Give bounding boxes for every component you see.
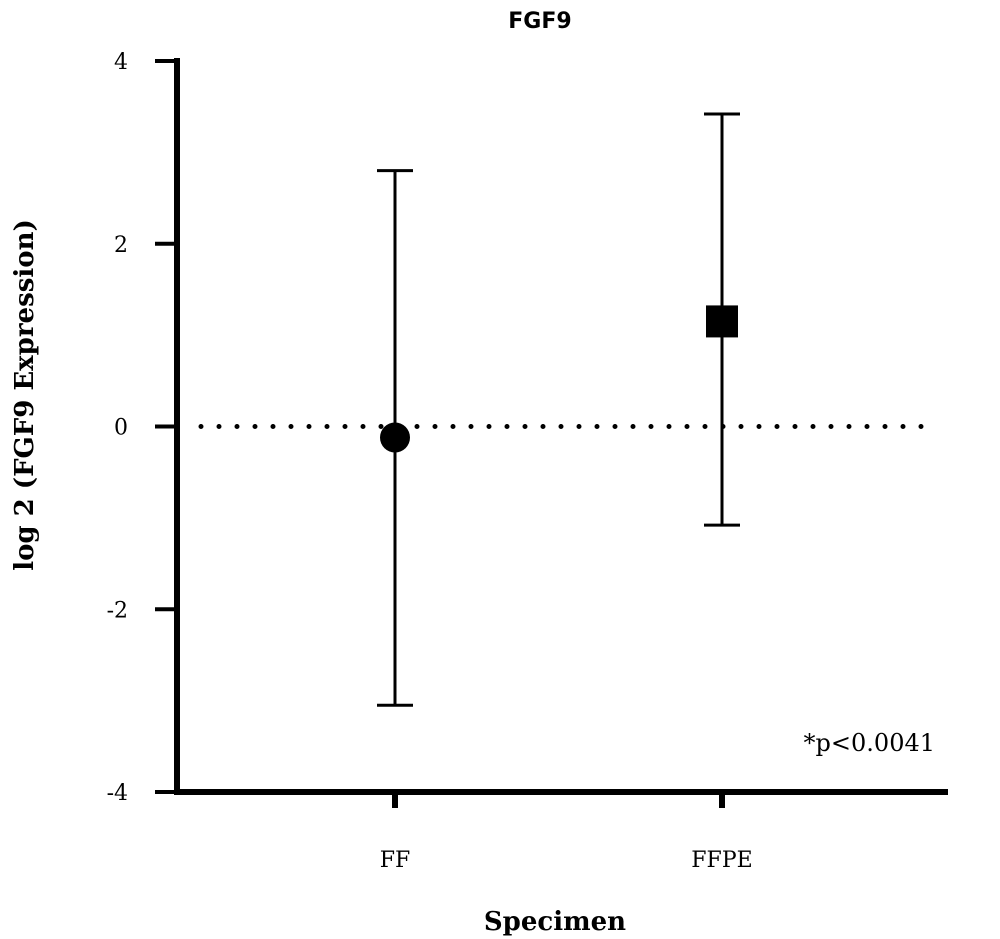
y-tick-label: 2 <box>114 233 128 258</box>
x-tick-label: FFPE <box>691 848 752 873</box>
y-tick-label: -4 <box>107 781 128 806</box>
y-ticks: 4 2 0 -2 -4 <box>107 50 177 806</box>
p-value-annotation: *p<0.0041 <box>804 729 935 757</box>
y-tick-label: -2 <box>107 598 128 623</box>
chart-title: FGF9 <box>508 9 571 34</box>
y-tick-label: 0 <box>114 416 128 441</box>
mean-point-FF <box>380 422 410 453</box>
mean-point-FFPE <box>706 305 738 338</box>
y-tick-label: 4 <box>114 50 128 75</box>
y-axis-label: log 2 (FGF9 Expression) <box>10 219 40 571</box>
x-axis-label: Specimen <box>484 907 626 937</box>
x-ticks: FF FFPE <box>380 792 753 873</box>
x-tick-label: FF <box>380 848 411 873</box>
data-marks <box>377 112 740 707</box>
